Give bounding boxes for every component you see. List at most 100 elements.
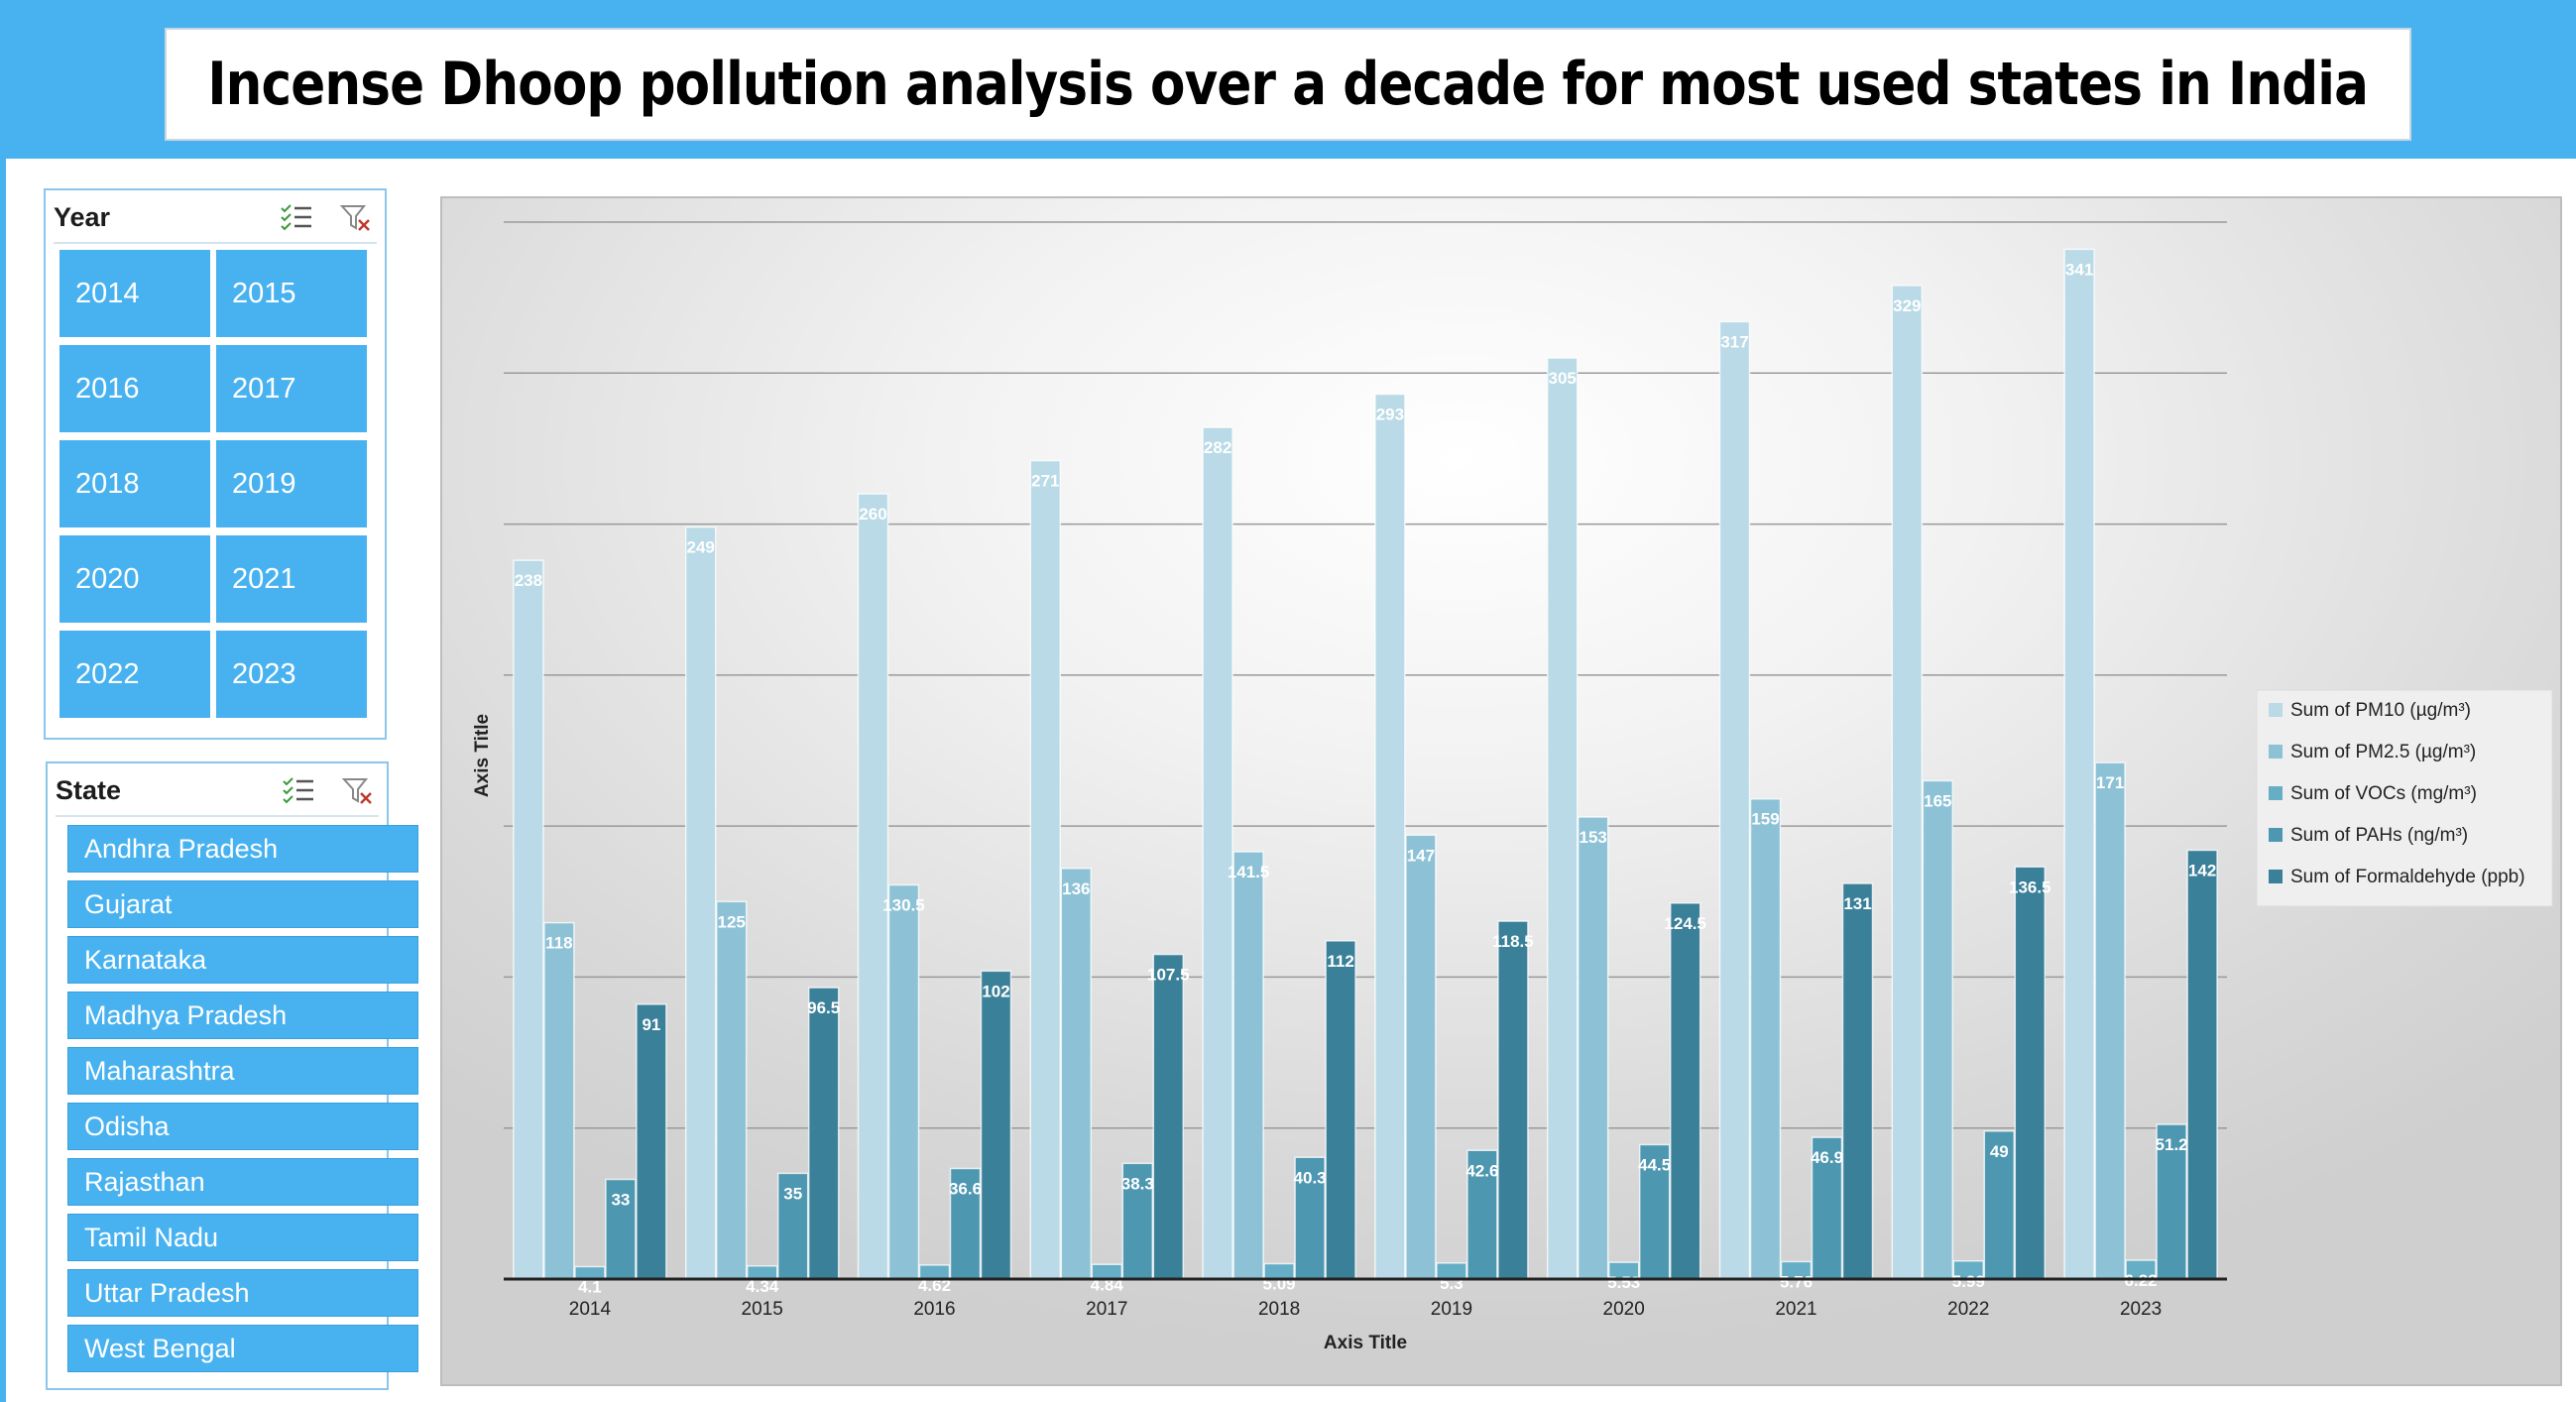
chart-area[interactable]: 238 118 4.1 33 91 2014 249 125 4.34 35 96.5 2015 260… [440, 196, 2562, 1386]
bar-sum-of-formaldehyde-ppb-2023[interactable] [2186, 849, 2218, 1280]
x-tick-label: 2014 [569, 1299, 612, 1320]
bar-sum-of-pm10-g-m-2016[interactable] [857, 493, 889, 1280]
data-label: 260 [859, 505, 886, 524]
legend [2256, 689, 2553, 907]
data-label: 5.09 [1263, 1274, 1296, 1293]
year-button-2014[interactable]: 2014 [59, 250, 210, 337]
data-label: 136 [1062, 879, 1090, 898]
clear-filter-icon[interactable] [339, 202, 373, 232]
data-label: 131 [1843, 894, 1871, 913]
data-label: 44.5 [1638, 1155, 1671, 1174]
data-label: 5.3 [1440, 1274, 1464, 1293]
state-slicer: State Andhra Pradesh Gujarat Karnataka M… [46, 761, 418, 1390]
data-label: 107.5 [1147, 966, 1190, 985]
state-button-west-bengal[interactable]: West Bengal [67, 1325, 418, 1372]
year-button-2020[interactable]: 2020 [59, 535, 210, 623]
year-button-2017[interactable]: 2017 [216, 345, 367, 432]
data-label: 142 [2188, 862, 2216, 880]
bar-sum-of-pm2-5-g-m-2023[interactable] [2094, 761, 2126, 1280]
year-button-2016[interactable]: 2016 [59, 345, 210, 432]
data-label: 171 [2096, 773, 2124, 792]
bar-sum-of-pm10-g-m-2018[interactable] [1202, 426, 1233, 1280]
data-label: 4.1 [578, 1278, 602, 1297]
bar-sum-of-formaldehyde-ppb-2016[interactable] [980, 970, 1012, 1280]
data-label: 329 [1893, 296, 1921, 315]
bar-sum-of-pm2-5-g-m-2019[interactable] [1405, 834, 1437, 1280]
data-label: 4.34 [746, 1277, 779, 1296]
state-button-odisha[interactable]: Odisha [67, 1103, 418, 1150]
data-label: 341 [2065, 260, 2093, 279]
data-label: 5.53 [1607, 1273, 1640, 1292]
title-box: Incense Dhoop pollution analysis over a … [165, 28, 2411, 141]
bar-sum-of-formaldehyde-ppb-2021[interactable] [1841, 882, 1874, 1280]
state-slicer-header: State [56, 763, 379, 817]
x-axis-title: Axis Title [1324, 1333, 1407, 1353]
bar-sum-of-formaldehyde-ppb-2017[interactable] [1152, 953, 1185, 1280]
bar-sum-of-pm2-5-g-m-2014[interactable] [543, 921, 575, 1280]
data-label: 141.5 [1228, 863, 1270, 881]
data-label: 4.62 [918, 1276, 951, 1295]
year-button-2019[interactable]: 2019 [216, 440, 367, 527]
multi-select-icon[interactable] [282, 775, 315, 805]
data-label: 49 [1990, 1142, 2009, 1161]
multi-select-icon[interactable] [280, 202, 313, 232]
bar-sum-of-formaldehyde-ppb-2015[interactable] [807, 987, 840, 1280]
data-label: 136.5 [2009, 877, 2051, 896]
bar-sum-of-pm2-5-g-m-2020[interactable] [1577, 816, 1609, 1280]
legend-entry: Sum of PM2.5 (µg/m³) [2290, 742, 2476, 762]
bar-sum-of-pm10-g-m-2023[interactable] [2063, 248, 2095, 1280]
year-button-2022[interactable]: 2022 [59, 631, 210, 718]
legend-swatch [2269, 703, 2283, 717]
bar-sum-of-pm10-g-m-2020[interactable] [1546, 357, 1579, 1280]
x-tick-label: 2018 [1258, 1299, 1300, 1320]
state-button-tamil-nadu[interactable]: Tamil Nadu [67, 1214, 418, 1261]
state-button-madhya-pradesh[interactable]: Madhya Pradesh [67, 992, 418, 1039]
data-label: 271 [1031, 472, 1059, 491]
clear-filter-icon[interactable] [341, 775, 375, 805]
x-tick-label: 2023 [2120, 1299, 2162, 1320]
legend-swatch [2269, 870, 2283, 883]
state-button-karnataka[interactable]: Karnataka [67, 936, 418, 984]
x-tick-label: 2019 [1431, 1299, 1472, 1320]
bar-sum-of-pm2-5-g-m-2015[interactable] [715, 900, 748, 1280]
bar-sum-of-pm10-g-m-2022[interactable] [1891, 285, 1924, 1280]
bar-sum-of-pm10-g-m-2019[interactable] [1374, 393, 1406, 1280]
bar-sum-of-formaldehyde-ppb-2020[interactable] [1669, 902, 1701, 1280]
bar-sum-of-pm2-5-g-m-2016[interactable] [887, 883, 920, 1280]
data-label: 147 [1407, 846, 1435, 865]
bar-sum-of-pm2-5-g-m-2018[interactable] [1232, 851, 1264, 1280]
year-slicer-title: Year [54, 202, 111, 232]
bar-sum-of-formaldehyde-ppb-2022[interactable] [2014, 866, 2047, 1280]
bar-sum-of-pahs-ng-m-2019[interactable] [1466, 1149, 1498, 1280]
bar-sum-of-formaldehyde-ppb-2019[interactable] [1497, 920, 1529, 1280]
data-label: 38.3 [1121, 1174, 1154, 1193]
year-button-2021[interactable]: 2021 [216, 535, 367, 623]
bar-sum-of-pm2-5-g-m-2022[interactable] [1922, 779, 1954, 1280]
state-button-maharashtra[interactable]: Maharashtra [67, 1047, 418, 1095]
state-button-uttar-pradesh[interactable]: Uttar Pradesh [67, 1269, 418, 1317]
bar-sum-of-pm10-g-m-2017[interactable] [1029, 459, 1062, 1280]
legend-entry: Sum of Formaldehyde (ppb) [2290, 867, 2525, 887]
data-label: 102 [982, 982, 1009, 1000]
bar-sum-of-pm10-g-m-2015[interactable] [684, 526, 717, 1280]
bar-sum-of-pm10-g-m-2014[interactable] [513, 559, 544, 1280]
year-button-2023[interactable]: 2023 [216, 631, 367, 718]
year-button-2018[interactable]: 2018 [59, 440, 210, 527]
data-label: 153 [1580, 828, 1607, 847]
bar-sum-of-formaldehyde-ppb-2018[interactable] [1325, 940, 1356, 1280]
data-label: 112 [1327, 952, 1353, 971]
legend-entry: Sum of PM10 (µg/m³) [2290, 700, 2471, 721]
state-button-rajasthan[interactable]: Rajasthan [67, 1158, 418, 1206]
bar-sum-of-pahs-ng-m-2016[interactable] [949, 1167, 982, 1280]
state-button-gujarat[interactable]: Gujarat [67, 880, 418, 928]
y-axis-title: Axis Title [472, 714, 493, 797]
data-label: 159 [1751, 810, 1779, 829]
data-label: 125 [718, 912, 746, 931]
bar-sum-of-pm2-5-g-m-2021[interactable] [1749, 797, 1782, 1280]
data-label: 118.5 [1492, 932, 1534, 951]
state-button-andhra-pradesh[interactable]: Andhra Pradesh [67, 825, 418, 873]
bar-sum-of-pm2-5-g-m-2017[interactable] [1060, 868, 1093, 1280]
bar-sum-of-pm10-g-m-2021[interactable] [1718, 320, 1751, 1280]
year-button-2015[interactable]: 2015 [216, 250, 367, 337]
bar-sum-of-formaldehyde-ppb-2014[interactable] [636, 1003, 667, 1280]
